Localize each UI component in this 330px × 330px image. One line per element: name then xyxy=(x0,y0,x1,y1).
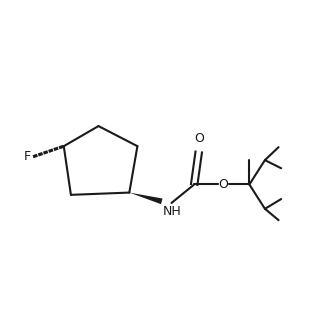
Polygon shape xyxy=(129,193,162,204)
Text: F: F xyxy=(24,150,31,163)
Text: O: O xyxy=(218,178,228,191)
Text: O: O xyxy=(194,132,204,145)
Text: NH: NH xyxy=(163,205,182,217)
